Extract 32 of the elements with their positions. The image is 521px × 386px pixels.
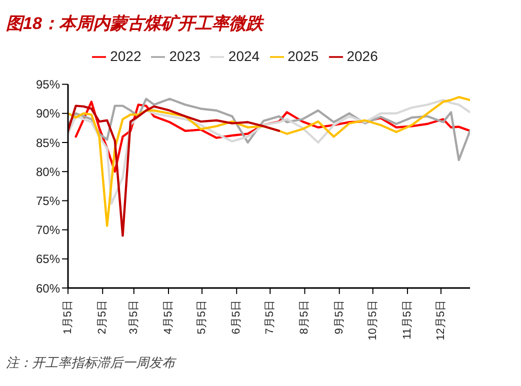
x-tick-label: 12月5日 xyxy=(434,300,447,340)
legend-label: 2026 xyxy=(346,48,378,64)
legend-label: 2022 xyxy=(110,48,142,64)
legend-label: 2024 xyxy=(228,48,260,64)
x-tick-label: 11月5日 xyxy=(401,300,414,340)
line-series xyxy=(68,96,470,227)
line-series xyxy=(68,104,280,237)
y-tick-label: 80% xyxy=(36,164,60,179)
line-series xyxy=(68,98,470,205)
x-tick-label: 4月5日 xyxy=(162,300,174,334)
x-tick-label: 9月5日 xyxy=(333,300,346,334)
line-series xyxy=(68,98,470,162)
y-tick-label: 65% xyxy=(36,252,60,266)
legend-label: 2023 xyxy=(169,48,200,64)
x-tick-label: 5月5日 xyxy=(196,300,208,334)
x-tick-label: 1月5日 xyxy=(62,300,74,334)
x-tick-label: 6月5日 xyxy=(230,300,243,334)
y-tick-label: 60% xyxy=(36,281,60,296)
chart-title: 图18：本周内蒙古煤矿开工率微跌 xyxy=(6,13,263,35)
x-tick-label: 3月5日 xyxy=(128,300,140,334)
legend-label: 2025 xyxy=(288,48,319,64)
x-tick-label: 8月5日 xyxy=(298,300,311,334)
y-tick-label: 70% xyxy=(36,223,60,238)
x-tick-label: 10月5日 xyxy=(366,300,379,340)
x-tick-label: 7月5日 xyxy=(264,300,276,334)
y-tick-label: 85% xyxy=(36,136,60,150)
line-series xyxy=(74,100,470,173)
y-tick-label: 95% xyxy=(36,78,60,92)
x-tick-label: 2月5日 xyxy=(96,300,109,334)
y-tick-label: 90% xyxy=(36,106,60,121)
y-tick-label: 75% xyxy=(36,194,60,208)
text: 注：开工率指标滞后一周发布 xyxy=(6,354,175,372)
